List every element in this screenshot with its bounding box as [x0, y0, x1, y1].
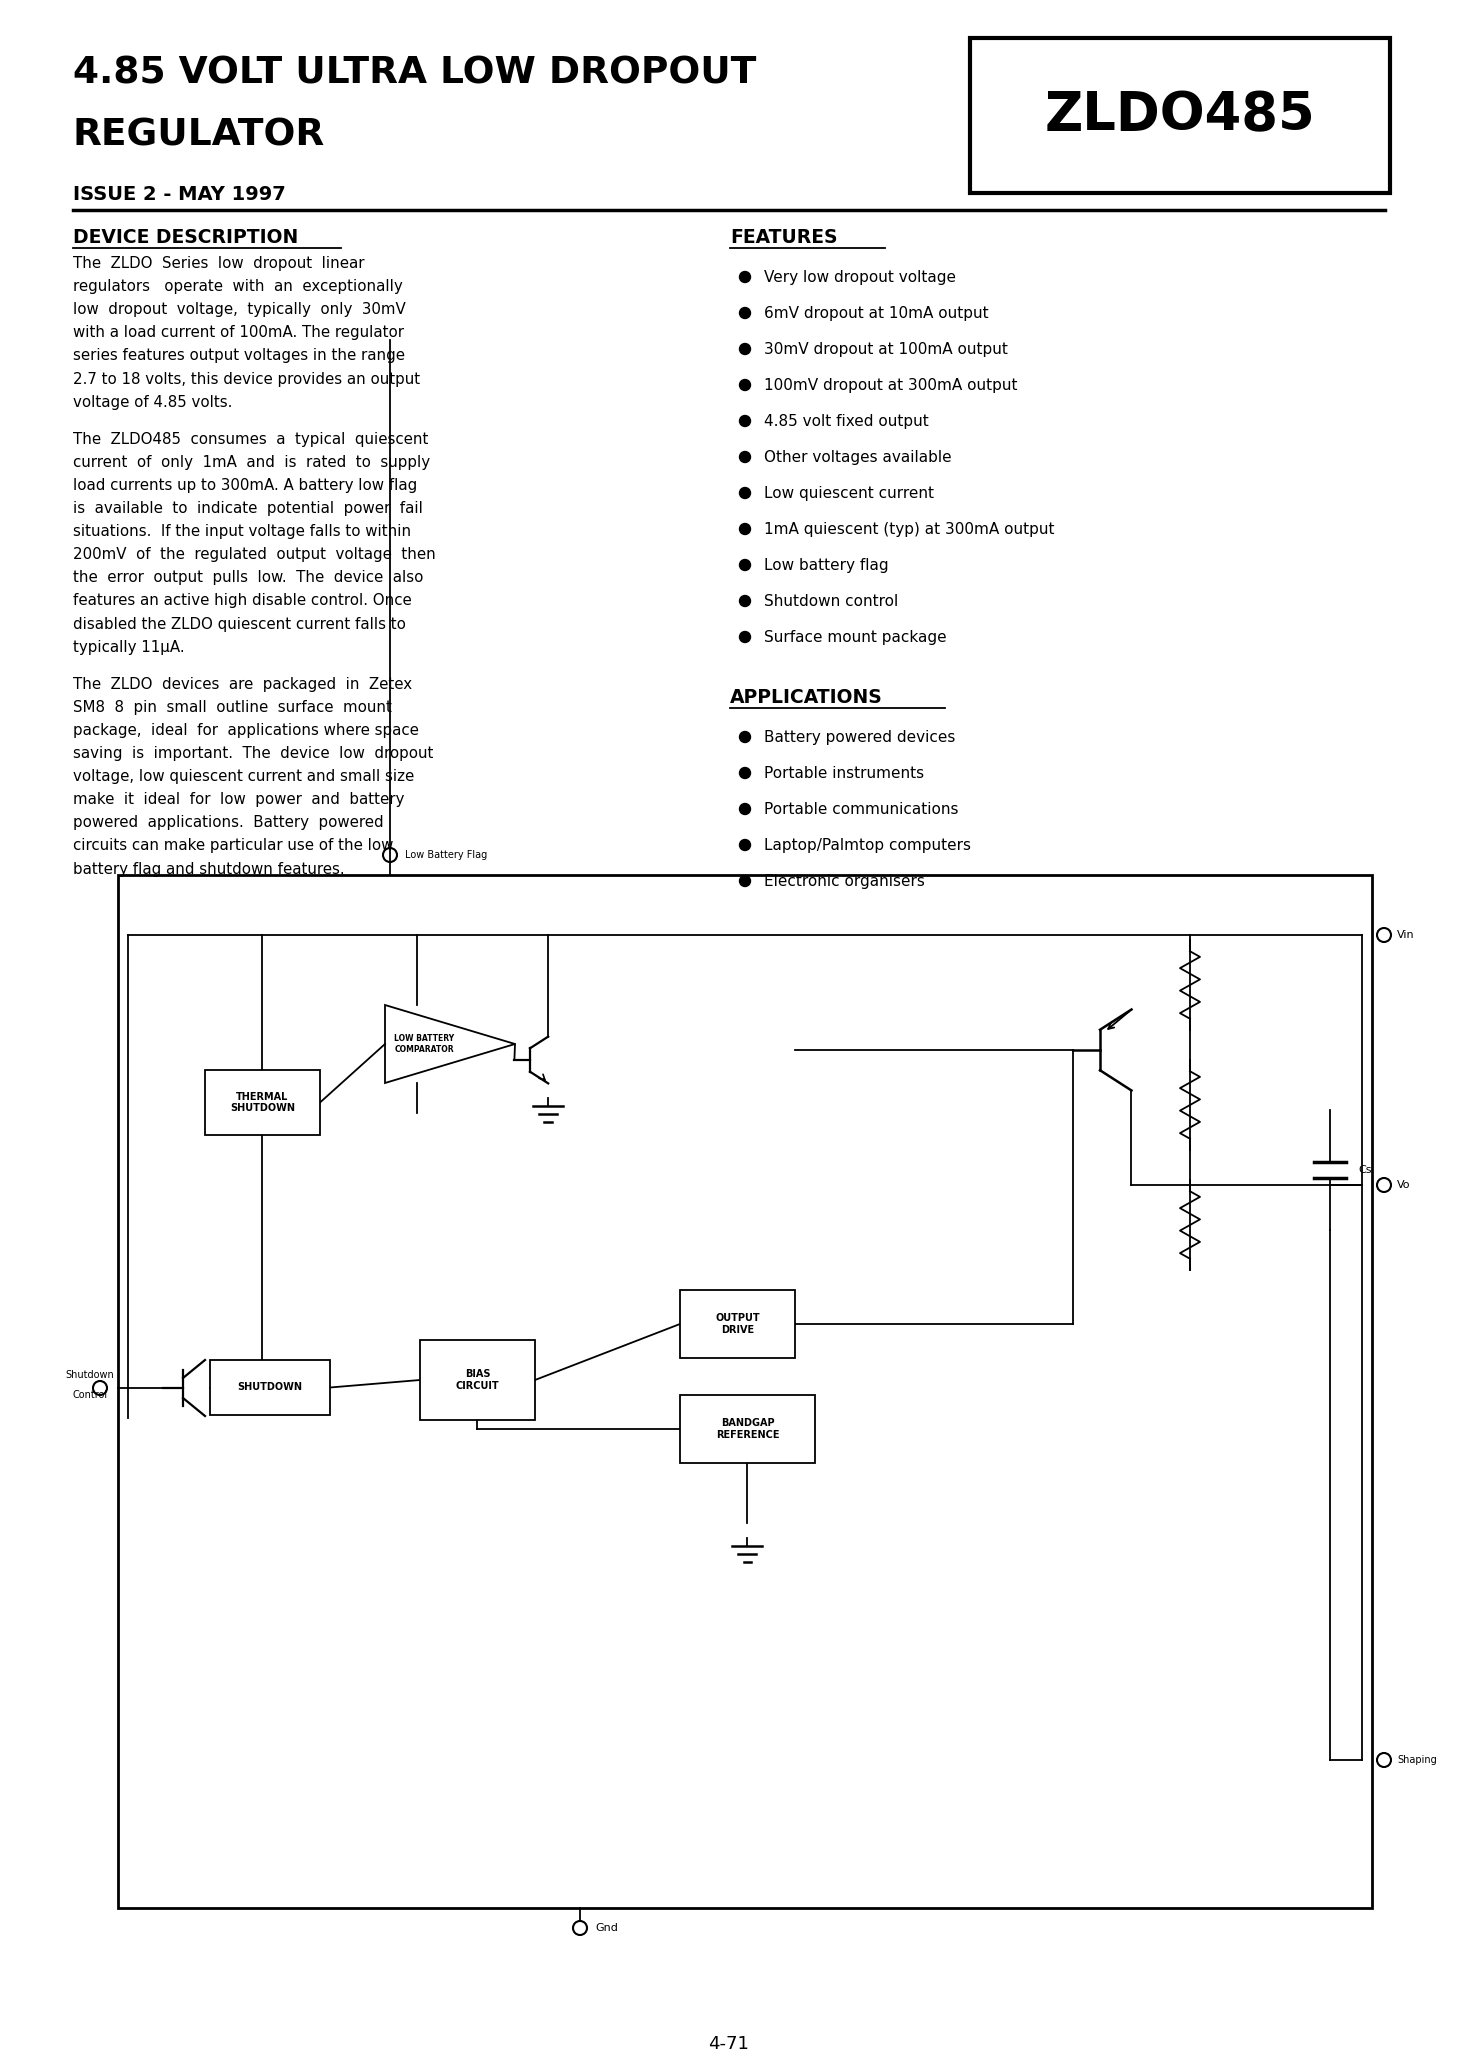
Text: Portable communications: Portable communications: [764, 802, 958, 816]
Text: make  it  ideal  for  low  power  and  battery: make it ideal for low power and battery: [73, 791, 404, 808]
Circle shape: [739, 488, 751, 498]
Text: The  ZLDO  Series  low  dropout  linear: The ZLDO Series low dropout linear: [73, 256, 364, 271]
Text: Other voltages available: Other voltages available: [764, 450, 952, 465]
Text: Vo: Vo: [1397, 1180, 1410, 1190]
Text: circuits can make particular use of the low: circuits can make particular use of the …: [73, 839, 394, 853]
Text: situations.  If the input voltage falls to within: situations. If the input voltage falls t…: [73, 525, 411, 539]
Text: current  of  only  1mA  and  is  rated  to  supply: current of only 1mA and is rated to supp…: [73, 455, 430, 469]
Text: package,  ideal  for  applications where space: package, ideal for applications where sp…: [73, 723, 418, 738]
Text: Low battery flag: Low battery flag: [764, 558, 888, 572]
Text: features an active high disable control. Once: features an active high disable control.…: [73, 593, 411, 607]
Text: BANDGAP
REFERENCE: BANDGAP REFERENCE: [716, 1417, 779, 1440]
Text: 4.85 volt fixed output: 4.85 volt fixed output: [764, 413, 929, 430]
Circle shape: [739, 271, 751, 283]
Circle shape: [739, 343, 751, 355]
Text: SHUTDOWN: SHUTDOWN: [238, 1382, 302, 1392]
Text: 100mV dropout at 300mA output: 100mV dropout at 300mA output: [764, 378, 1018, 393]
Text: Surface mount package: Surface mount package: [764, 630, 946, 645]
Text: typically 11μA.: typically 11μA.: [73, 640, 185, 655]
Text: 30mV dropout at 100mA output: 30mV dropout at 100mA output: [764, 343, 1007, 357]
Text: battery flag and shutdown features.: battery flag and shutdown features.: [73, 862, 344, 876]
Text: Low Battery Flag: Low Battery Flag: [405, 849, 487, 859]
Circle shape: [739, 595, 751, 607]
Text: 6mV dropout at 10mA output: 6mV dropout at 10mA output: [764, 306, 989, 320]
Circle shape: [739, 731, 751, 742]
Bar: [420, 1341, 535, 1419]
Bar: [679, 1395, 815, 1463]
Text: series features output voltages in the range: series features output voltages in the r…: [73, 349, 405, 364]
Circle shape: [739, 452, 751, 463]
Circle shape: [739, 766, 751, 779]
Text: Very low dropout voltage: Very low dropout voltage: [764, 271, 956, 285]
Text: powered  applications.  Battery  powered: powered applications. Battery powered: [73, 816, 383, 831]
Text: Shutdown: Shutdown: [66, 1370, 114, 1380]
Text: Vin: Vin: [1397, 930, 1414, 940]
Text: Portable instruments: Portable instruments: [764, 766, 924, 781]
Text: ISSUE 2 - MAY 1997: ISSUE 2 - MAY 1997: [73, 186, 286, 205]
Circle shape: [739, 308, 751, 318]
Text: disabled the ZLDO quiescent current falls to: disabled the ZLDO quiescent current fall…: [73, 616, 405, 632]
Text: voltage of 4.85 volts.: voltage of 4.85 volts.: [73, 395, 232, 409]
Text: 200mV  of  the  regulated  output  voltage  then: 200mV of the regulated output voltage th…: [73, 547, 436, 562]
Circle shape: [739, 523, 751, 535]
Text: OUTPUT
DRIVE: OUTPUT DRIVE: [716, 1314, 760, 1335]
Text: with a load current of 100mA. The regulator: with a load current of 100mA. The regula…: [73, 324, 404, 341]
Text: Electronic organisers: Electronic organisers: [764, 874, 924, 888]
Text: ZLDO485: ZLDO485: [1045, 89, 1315, 140]
Text: LOW BATTERY
COMPARATOR: LOW BATTERY COMPARATOR: [394, 1035, 453, 1054]
Text: 2.7 to 18 volts, this device provides an output: 2.7 to 18 volts, this device provides an…: [73, 372, 420, 386]
Text: is  available  to  indicate  potential  power  fail: is available to indicate potential power…: [73, 502, 423, 516]
Text: SM8  8  pin  small  outline  surface  mount: SM8 8 pin small outline surface mount: [73, 700, 392, 715]
Text: low  dropout  voltage,  typically  only  30mV: low dropout voltage, typically only 30mV: [73, 302, 405, 318]
Text: The  ZLDO485  consumes  a  typical  quiescent: The ZLDO485 consumes a typical quiescent: [73, 432, 429, 446]
Text: voltage, low quiescent current and small size: voltage, low quiescent current and small…: [73, 769, 414, 785]
Text: regulators   operate  with  an  exceptionally: regulators operate with an exceptionally: [73, 279, 402, 293]
Circle shape: [739, 560, 751, 570]
Text: FEATURES: FEATURES: [730, 227, 837, 248]
Text: Control: Control: [73, 1390, 108, 1401]
Circle shape: [739, 804, 751, 814]
Text: APPLICATIONS: APPLICATIONS: [730, 688, 882, 707]
Text: Low quiescent current: Low quiescent current: [764, 486, 935, 500]
Text: Battery powered devices: Battery powered devices: [764, 729, 955, 746]
Circle shape: [739, 380, 751, 390]
Text: 1mA quiescent (typ) at 300mA output: 1mA quiescent (typ) at 300mA output: [764, 523, 1054, 537]
Bar: [679, 1289, 795, 1357]
Text: BIAS
CIRCUIT: BIAS CIRCUIT: [456, 1370, 499, 1390]
Text: Gnd: Gnd: [595, 1923, 618, 1934]
Text: 4.85 VOLT ULTRA LOW DROPOUT: 4.85 VOLT ULTRA LOW DROPOUT: [73, 56, 757, 91]
Bar: [118, 876, 1372, 1909]
Text: Laptop/Palmtop computers: Laptop/Palmtop computers: [764, 839, 971, 853]
Circle shape: [739, 632, 751, 643]
Text: REGULATOR: REGULATOR: [73, 118, 325, 153]
Text: Cs: Cs: [1357, 1165, 1372, 1176]
Text: Shutdown control: Shutdown control: [764, 595, 898, 609]
Circle shape: [739, 839, 751, 851]
Text: 4-71: 4-71: [709, 2035, 749, 2054]
Text: saving  is  important.  The  device  low  dropout: saving is important. The device low drop…: [73, 746, 433, 760]
Bar: [206, 1070, 319, 1134]
Bar: [210, 1359, 330, 1415]
Bar: [970, 37, 1389, 192]
Text: the  error  output  pulls  low.  The  device  also: the error output pulls low. The device a…: [73, 570, 423, 585]
Text: DEVICE DESCRIPTION: DEVICE DESCRIPTION: [73, 227, 299, 248]
Text: The  ZLDO  devices  are  packaged  in  Zetex: The ZLDO devices are packaged in Zetex: [73, 678, 413, 692]
Text: Shaping: Shaping: [1397, 1754, 1436, 1764]
Text: load currents up to 300mA. A battery low flag: load currents up to 300mA. A battery low…: [73, 477, 417, 494]
Text: THERMAL
SHUTDOWN: THERMAL SHUTDOWN: [230, 1091, 295, 1114]
Circle shape: [739, 415, 751, 426]
Circle shape: [739, 876, 751, 886]
